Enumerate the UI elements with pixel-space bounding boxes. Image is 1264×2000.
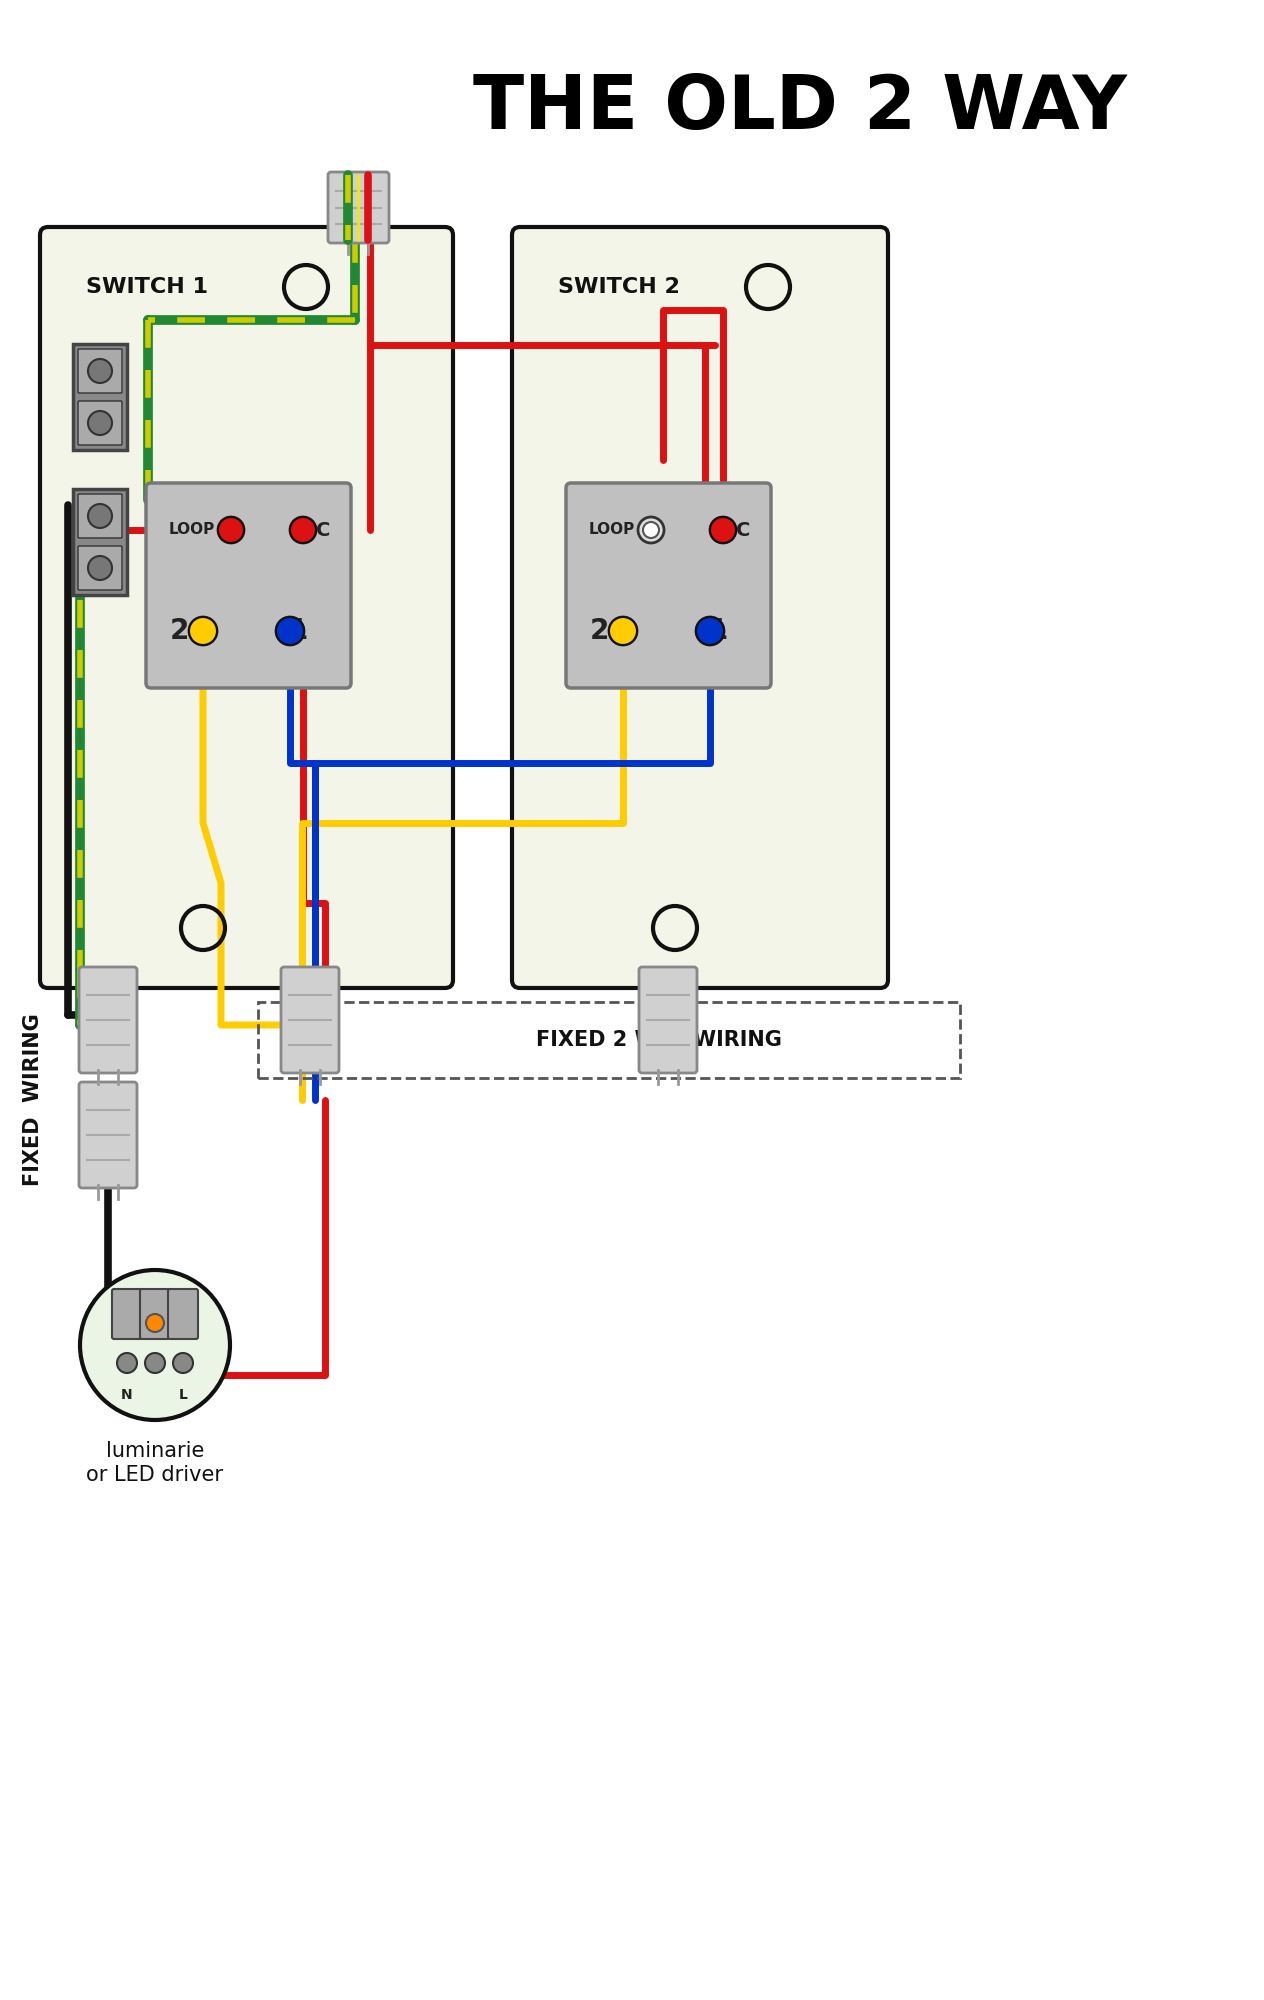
Text: C: C <box>316 520 330 540</box>
Text: C: C <box>736 520 751 540</box>
Circle shape <box>145 1352 166 1372</box>
FancyBboxPatch shape <box>512 226 889 988</box>
Circle shape <box>696 616 724 644</box>
FancyBboxPatch shape <box>327 172 389 242</box>
FancyBboxPatch shape <box>566 482 771 688</box>
Circle shape <box>118 1352 137 1372</box>
FancyBboxPatch shape <box>73 344 126 450</box>
Circle shape <box>638 516 664 542</box>
Text: SWITCH 1: SWITCH 1 <box>86 276 209 296</box>
Circle shape <box>289 516 316 542</box>
FancyBboxPatch shape <box>78 968 137 1072</box>
Text: 2: 2 <box>169 616 188 644</box>
FancyBboxPatch shape <box>281 968 339 1072</box>
FancyBboxPatch shape <box>140 1290 169 1340</box>
Circle shape <box>609 616 637 644</box>
Circle shape <box>276 616 305 644</box>
Circle shape <box>88 556 112 580</box>
Circle shape <box>217 516 244 542</box>
FancyBboxPatch shape <box>78 494 123 538</box>
Text: SWITCH 2: SWITCH 2 <box>557 276 680 296</box>
Circle shape <box>643 522 659 538</box>
FancyBboxPatch shape <box>640 968 696 1072</box>
Text: LOOP: LOOP <box>169 522 215 538</box>
Text: 1: 1 <box>289 616 308 644</box>
FancyBboxPatch shape <box>40 226 453 988</box>
Text: 1: 1 <box>709 616 728 644</box>
Text: THE OLD 2 WAY: THE OLD 2 WAY <box>473 72 1127 144</box>
FancyBboxPatch shape <box>147 482 351 688</box>
Circle shape <box>173 1352 193 1372</box>
FancyBboxPatch shape <box>168 1290 198 1340</box>
Circle shape <box>190 616 217 644</box>
FancyBboxPatch shape <box>73 488 126 596</box>
FancyBboxPatch shape <box>112 1290 142 1340</box>
Text: LOOP: LOOP <box>589 522 636 538</box>
Circle shape <box>696 616 724 644</box>
Circle shape <box>88 504 112 528</box>
FancyBboxPatch shape <box>78 546 123 590</box>
Circle shape <box>217 516 244 542</box>
Circle shape <box>289 516 316 542</box>
Circle shape <box>88 412 112 436</box>
Circle shape <box>190 616 217 644</box>
Circle shape <box>80 1270 230 1420</box>
Circle shape <box>276 616 305 644</box>
FancyBboxPatch shape <box>78 400 123 446</box>
Circle shape <box>147 1314 164 1332</box>
Circle shape <box>88 360 112 384</box>
FancyBboxPatch shape <box>78 348 123 392</box>
Circle shape <box>609 616 637 644</box>
Text: luminarie
or LED driver: luminarie or LED driver <box>86 1442 224 1484</box>
Circle shape <box>710 516 736 542</box>
Circle shape <box>710 516 736 542</box>
FancyBboxPatch shape <box>78 1082 137 1188</box>
Text: FIXED  WIRING: FIXED WIRING <box>23 1014 43 1186</box>
Text: L: L <box>178 1388 187 1402</box>
Text: 2: 2 <box>589 616 609 644</box>
Text: FIXED 2 WAY WIRING: FIXED 2 WAY WIRING <box>536 1030 782 1050</box>
Text: N: N <box>121 1388 133 1402</box>
